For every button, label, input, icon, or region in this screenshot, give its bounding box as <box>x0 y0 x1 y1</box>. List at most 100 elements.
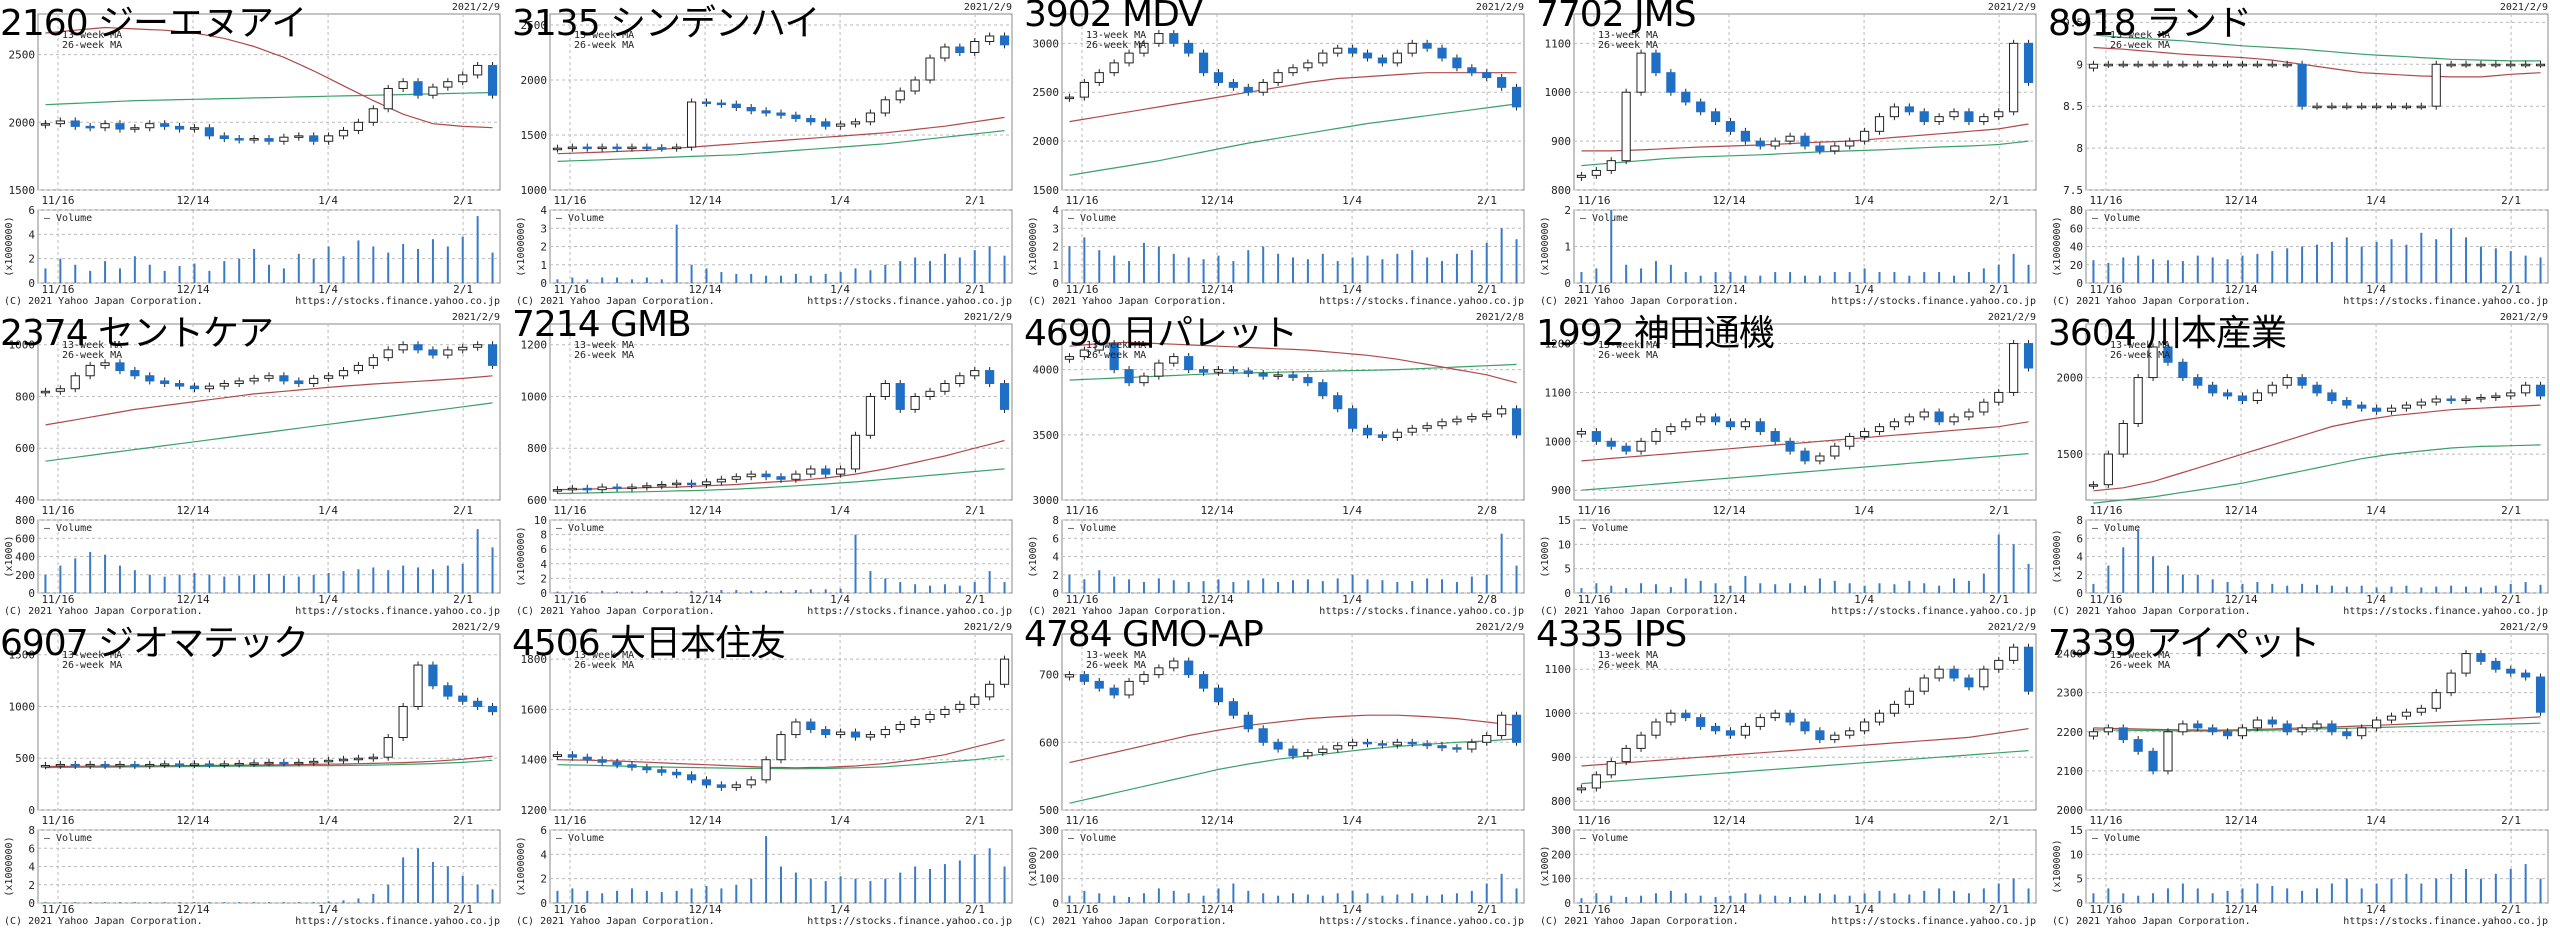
stock-chart-12: 4506 大日本住友 2021/2/9 1200 1400 1600 1800 11/16 1… <box>512 620 1024 930</box>
vol-x-tick-label: 12/14 <box>176 593 209 606</box>
legend-26w: 26-week MA <box>2110 660 2170 671</box>
candle <box>776 109 786 119</box>
volume-panel-frame <box>1573 519 2037 594</box>
legend-26w: 26-week MA <box>1598 40 1658 51</box>
volume-bar <box>2241 888 2244 903</box>
volume-bar <box>1610 585 1613 593</box>
candle <box>1904 413 1914 426</box>
volume-bar <box>1640 583 1643 593</box>
volume-legend: — Volume <box>44 523 92 534</box>
candle <box>1576 428 1587 438</box>
candle <box>1710 413 1721 426</box>
vol-x-tick-label: 11/16 <box>41 283 74 296</box>
vol-tick-label: 8 <box>540 529 547 542</box>
candle <box>1994 388 2004 406</box>
footer-copyright: (C) 2021 Yahoo Japan Corporation. <box>2052 296 2251 307</box>
candle <box>582 753 592 764</box>
volume-bar <box>59 258 62 283</box>
candle <box>2521 381 2531 397</box>
candle <box>1591 428 1601 445</box>
candle <box>1934 665 1944 682</box>
vol-tick-label: 8 <box>2076 514 2083 527</box>
volume-bar <box>1580 588 1583 593</box>
volume-bar <box>1967 272 1970 283</box>
vol-x-tick-label: 2/1 <box>453 593 473 606</box>
candle <box>443 346 453 359</box>
candle <box>1139 39 1149 57</box>
volume-bar <box>1306 259 1309 283</box>
candle <box>338 367 349 380</box>
volume-bar <box>372 567 375 593</box>
candle <box>2521 669 2531 681</box>
candle <box>970 37 980 57</box>
volume-bar <box>2360 585 2363 593</box>
candle <box>2327 102 2337 110</box>
stock-chart-13: 4784 GMO-AP 2021/2/9 500 600 700 11/16 11/16 12… <box>1024 620 1536 930</box>
footer-url: https://stocks.finance.yahoo.co.jp <box>2343 916 2548 927</box>
candle <box>1770 709 1780 722</box>
volume-bar <box>223 902 226 903</box>
volume-bar <box>1381 259 1384 283</box>
candle <box>2088 481 2099 490</box>
x-tick-label: 1/4 <box>2366 194 2386 207</box>
volume-bar <box>2256 582 2259 593</box>
candle <box>383 84 393 113</box>
candle <box>1651 49 1661 77</box>
candle <box>776 731 786 764</box>
volume-bar <box>327 246 330 283</box>
volume-bar <box>1277 582 1280 593</box>
candle <box>1303 748 1313 760</box>
footer-url: https://stocks.finance.yahoo.co.jp <box>807 916 1012 927</box>
volume-bar <box>630 279 633 283</box>
volume-bar <box>2012 878 2015 903</box>
vol-x-tick-label: 2/1 <box>1477 283 1497 296</box>
candle <box>85 361 95 380</box>
x-tick-label: 12/14 <box>176 504 209 517</box>
volume-bar <box>89 270 92 283</box>
volume-bar <box>133 902 136 903</box>
vol-tick-label: 6 <box>1052 532 1059 545</box>
volume-legend: — Volume <box>1580 213 1628 224</box>
volume-bar <box>178 265 181 283</box>
candle <box>115 359 125 375</box>
candle <box>970 693 980 708</box>
volume-bar <box>1068 895 1071 903</box>
candle <box>1815 727 1825 744</box>
price-tick-label: 3000 <box>1033 494 1060 507</box>
volume-bar <box>1366 893 1369 903</box>
candle <box>130 760 140 770</box>
footer-copyright: (C) 2021 Yahoo Japan Corporation. <box>516 606 715 617</box>
volume-bar <box>616 890 619 903</box>
volume-legend: — Volume <box>1068 833 1116 844</box>
vol-x-tick-label: 1/4 <box>1342 283 1362 296</box>
volume-bar <box>1908 275 1911 283</box>
candle <box>985 680 995 701</box>
volume-bar <box>1396 253 1399 283</box>
volume-bar <box>1833 894 1836 903</box>
candle <box>1621 744 1631 766</box>
price-tick-label: 7.5 <box>2063 184 2083 197</box>
volume-bar <box>586 890 589 903</box>
candle <box>761 756 771 784</box>
price-tick-label: 900 <box>1551 135 1571 148</box>
vol-x-tick-label: 11/16 <box>553 593 586 606</box>
volume-bar <box>809 589 812 593</box>
volume-bar <box>1759 275 1762 283</box>
volume-bar <box>914 257 917 283</box>
price-tick-label: 1000 <box>1545 86 1572 99</box>
candle <box>2312 381 2322 397</box>
volume-unit: (x1000000) <box>516 526 527 586</box>
price-tick-label: 2100 <box>2057 765 2084 778</box>
vol-tick-label: 15 <box>2070 824 2083 837</box>
volume-bar <box>223 261 226 283</box>
vol-x-tick-label: 11/16 <box>1065 283 1098 296</box>
footer-url: https://stocks.finance.yahoo.co.jp <box>1319 916 1524 927</box>
x-tick-label: 1/4 <box>1342 504 1362 517</box>
candle <box>1919 674 1929 695</box>
volume-bar <box>1699 895 1702 903</box>
candle <box>1437 742 1447 752</box>
candle <box>2193 60 2203 68</box>
candle <box>2163 728 2173 775</box>
volume-bar <box>163 576 166 593</box>
candle <box>940 380 950 395</box>
